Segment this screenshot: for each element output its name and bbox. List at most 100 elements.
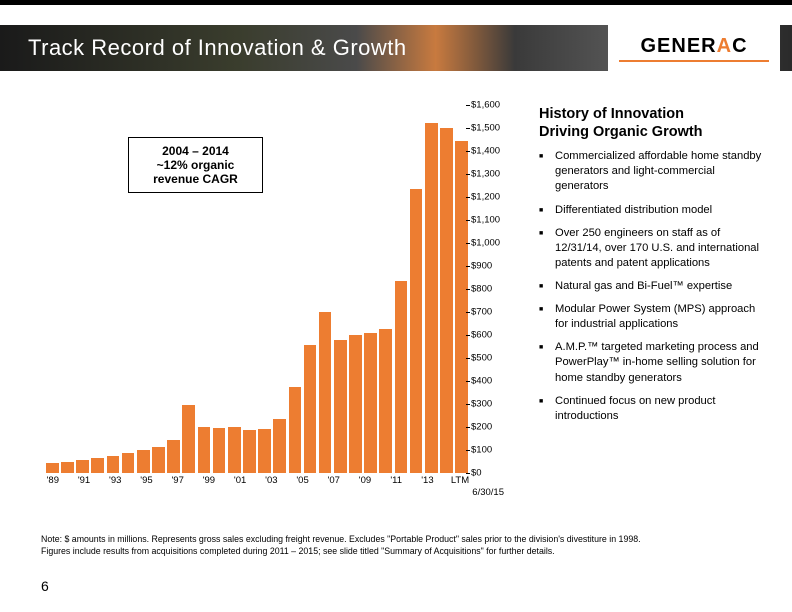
x-tick-label xyxy=(217,475,233,486)
company-logo: GENERAC xyxy=(608,22,780,74)
bar xyxy=(425,123,438,473)
y-tick-label: $1,500 xyxy=(471,123,500,134)
bar xyxy=(243,430,256,473)
bar xyxy=(289,387,302,473)
logo-part-tail: C xyxy=(732,35,747,58)
bar xyxy=(258,429,271,473)
y-tick-label: $200 xyxy=(471,422,492,433)
y-tick-label: $500 xyxy=(471,353,492,364)
bar xyxy=(122,453,135,473)
footnote-line-1: Note: $ amounts in millions. Represents … xyxy=(41,534,751,545)
bar-chart: $0$100$200$300$400$500$600$700$800$900$1… xyxy=(45,105,469,473)
bar xyxy=(455,141,468,473)
x-tick-label xyxy=(185,475,201,486)
bar xyxy=(61,462,74,474)
bars-container xyxy=(45,105,469,473)
slide-title: Track Record of Innovation & Growth xyxy=(0,35,407,61)
x-tick-label xyxy=(310,475,326,486)
x-tick-label: LTM xyxy=(451,475,469,486)
bar xyxy=(410,189,423,473)
bar xyxy=(46,463,59,473)
x-axis-sublabel: 6/30/15 xyxy=(472,487,504,498)
logo-part-1: GENER xyxy=(640,35,716,58)
bar xyxy=(213,428,226,473)
y-tick-mark xyxy=(466,128,470,129)
y-tick-label: $900 xyxy=(471,261,492,272)
y-tick-label: $1,100 xyxy=(471,215,500,226)
y-tick-mark xyxy=(466,266,470,267)
logo-part-accent: A xyxy=(717,35,732,58)
y-tick-mark xyxy=(466,197,470,198)
x-tick-label xyxy=(435,475,451,486)
bar xyxy=(349,335,362,473)
x-tick-label: '11 xyxy=(388,475,404,486)
logo-underline xyxy=(619,60,769,62)
x-tick-label xyxy=(154,475,170,486)
bar xyxy=(182,405,195,473)
y-tick-label: $700 xyxy=(471,307,492,318)
y-tick-mark xyxy=(466,243,470,244)
x-tick-label: '91 xyxy=(76,475,92,486)
chart-area: 2004 – 2014 ~12% organic revenue CAGR $0… xyxy=(28,105,524,490)
footnote-line-2: Figures include results from acquisition… xyxy=(41,546,751,557)
y-tick-label: $1,600 xyxy=(471,100,500,111)
x-tick-label xyxy=(92,475,108,486)
y-tick-label: $1,200 xyxy=(471,192,500,203)
bullet-item: Differentiated distribution model xyxy=(539,203,769,218)
x-tick-label xyxy=(373,475,389,486)
bullet-item: Modular Power System (MPS) approach for … xyxy=(539,302,769,332)
bullet-item: Continued focus on new product introduct… xyxy=(539,394,769,424)
y-tick-mark xyxy=(466,312,470,313)
top-black-bar xyxy=(0,0,792,5)
y-tick-label: $600 xyxy=(471,330,492,341)
x-tick-label: '99 xyxy=(201,475,217,486)
x-tick-label xyxy=(404,475,420,486)
bar xyxy=(334,340,347,473)
x-tick-label: '97 xyxy=(170,475,186,486)
x-tick-label xyxy=(123,475,139,486)
y-tick-mark xyxy=(466,473,470,474)
y-tick-label: $400 xyxy=(471,376,492,387)
bar xyxy=(137,450,150,473)
y-tick-label: $1,000 xyxy=(471,238,500,249)
bar xyxy=(198,427,211,473)
y-tick-mark xyxy=(466,289,470,290)
y-tick-mark xyxy=(466,174,470,175)
x-tick-label: '01 xyxy=(232,475,248,486)
x-tick-label: '95 xyxy=(139,475,155,486)
bullet-list: Commercialized affordable home standby g… xyxy=(539,149,769,424)
y-tick-label: $800 xyxy=(471,284,492,295)
y-tick-mark xyxy=(466,335,470,336)
bar xyxy=(319,312,332,473)
bar xyxy=(440,128,453,473)
right-text-panel: History of Innovation Driving Organic Gr… xyxy=(539,105,769,432)
y-axis-ticks: $0$100$200$300$400$500$600$700$800$900$1… xyxy=(471,105,515,473)
x-tick-label xyxy=(279,475,295,486)
panel-title: History of Innovation Driving Organic Gr… xyxy=(539,105,769,141)
bullet-item: Over 250 engineers on staff as of 12/31/… xyxy=(539,226,769,271)
y-tick-mark xyxy=(466,358,470,359)
y-tick-mark xyxy=(466,151,470,152)
x-tick-label: '03 xyxy=(264,475,280,486)
bar xyxy=(395,281,408,473)
x-tick-label xyxy=(342,475,358,486)
x-tick-label: '89 xyxy=(45,475,61,486)
x-tick-label: '93 xyxy=(107,475,123,486)
panel-title-line-1: History of Innovation xyxy=(539,105,769,123)
y-tick-mark xyxy=(466,105,470,106)
y-tick-mark xyxy=(466,427,470,428)
bar xyxy=(107,456,120,473)
bar xyxy=(273,419,286,473)
panel-title-line-2: Driving Organic Growth xyxy=(539,123,769,141)
page-number: 6 xyxy=(41,578,49,594)
x-tick-label: '07 xyxy=(326,475,342,486)
bar xyxy=(364,333,377,473)
bar xyxy=(304,345,317,473)
bar xyxy=(379,329,392,473)
y-tick-label: $1,400 xyxy=(471,146,500,157)
x-tick-label: '13 xyxy=(420,475,436,486)
x-tick-label: '05 xyxy=(295,475,311,486)
bullet-item: Natural gas and Bi-Fuel™ expertise xyxy=(539,279,769,294)
y-tick-mark xyxy=(466,450,470,451)
bullet-item: Commercialized affordable home standby g… xyxy=(539,149,769,194)
